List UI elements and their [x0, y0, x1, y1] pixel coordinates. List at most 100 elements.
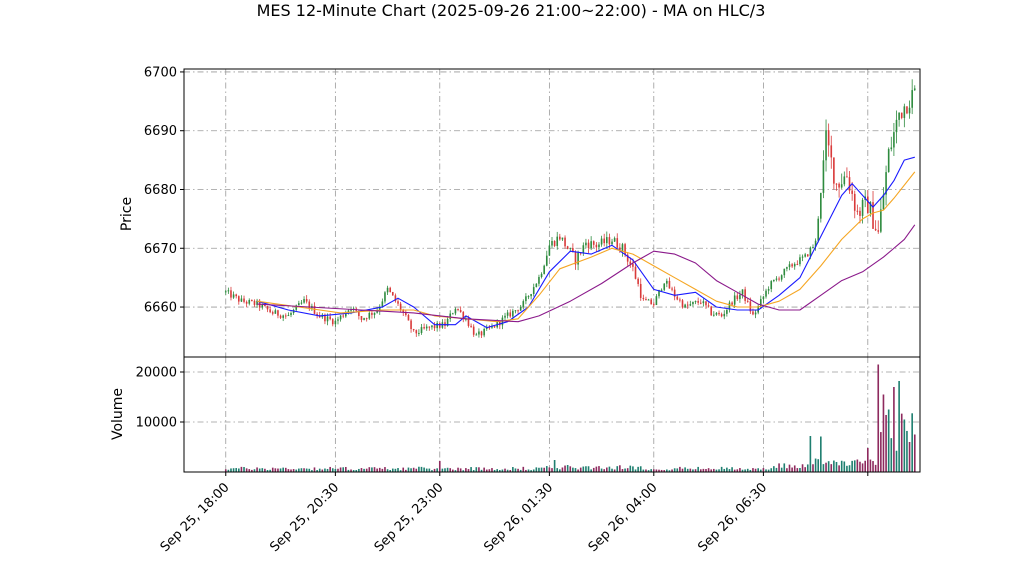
candle-body	[650, 299, 652, 305]
candle-body	[749, 301, 752, 312]
candle-body	[391, 292, 394, 296]
volume-bar	[775, 467, 778, 472]
volume-bar	[457, 467, 459, 472]
volume-bar	[739, 468, 741, 472]
volume-bar	[913, 434, 916, 472]
volume-bar	[519, 469, 522, 472]
volume-bar	[525, 469, 527, 472]
volume-bar	[773, 466, 775, 472]
volume-bar	[543, 467, 545, 472]
volume-bar	[679, 466, 681, 472]
volume-bar	[726, 467, 728, 472]
candle-body	[827, 130, 830, 146]
candle-body	[577, 252, 579, 265]
volume-bar	[321, 469, 324, 472]
candle-body	[754, 312, 757, 315]
volume-bar	[251, 469, 253, 472]
volume-bar	[702, 468, 705, 472]
volume-bar	[501, 469, 504, 472]
volume-bar	[264, 468, 266, 472]
volume-bar	[253, 469, 256, 472]
volume-bar	[425, 468, 428, 472]
volume-bar	[833, 460, 835, 472]
volume-bar	[352, 470, 355, 472]
candle-body	[694, 301, 697, 303]
volume-bar	[412, 467, 415, 472]
volume-bar	[572, 467, 574, 472]
volume-bar	[415, 468, 418, 472]
candle-body	[415, 330, 418, 334]
candle-body	[655, 296, 658, 306]
candle-body	[887, 149, 890, 173]
volume-bar	[806, 464, 809, 472]
volume-bar	[885, 414, 887, 472]
volume-bar	[480, 469, 483, 472]
price-moving-averages	[256, 156, 916, 329]
candle-body	[603, 238, 606, 244]
candle-body	[535, 283, 538, 288]
volume-bar	[705, 469, 707, 472]
volume-bar	[874, 464, 877, 472]
volume-bar	[746, 468, 749, 472]
candle-body	[736, 295, 739, 300]
volume-bar	[869, 459, 872, 472]
volume-bar	[835, 462, 838, 472]
candle-body	[522, 301, 525, 307]
candle-body	[908, 107, 911, 114]
volume-bar	[522, 466, 525, 472]
candle-body	[820, 192, 822, 219]
volume-bar	[311, 470, 313, 472]
candle-body	[454, 308, 457, 314]
volume-bar	[420, 466, 423, 472]
volume-bar	[446, 467, 449, 472]
volume-bar	[345, 466, 347, 472]
candle-body	[572, 248, 574, 252]
candle-body	[611, 241, 613, 245]
volume-bar	[692, 469, 694, 472]
volume-bar	[859, 461, 861, 472]
volume-bar	[629, 465, 632, 472]
volume-bar	[911, 413, 913, 472]
candle-body	[559, 236, 561, 240]
volume-bar	[564, 465, 566, 472]
candle-body	[605, 237, 608, 244]
candle-body	[282, 315, 284, 318]
volume-bar	[371, 467, 373, 472]
volume-bar	[713, 468, 715, 472]
candle-body	[715, 312, 718, 315]
candle-body	[911, 90, 913, 108]
candle-body	[290, 313, 292, 316]
volume-bar	[676, 468, 679, 472]
candle-body	[817, 218, 820, 241]
candle-body	[770, 281, 773, 290]
candle-body	[780, 275, 783, 280]
volume-bar	[237, 468, 240, 472]
volume-bar	[820, 436, 822, 472]
candle-body	[866, 196, 869, 214]
volume-bar	[663, 470, 666, 472]
x-tick-label: Sep 26, 04:00	[586, 480, 661, 555]
candle-body	[446, 318, 449, 326]
candle-body	[796, 263, 799, 265]
volume-bar	[600, 468, 603, 472]
candle-body	[300, 302, 303, 304]
volume-bar	[318, 468, 321, 472]
candle-body	[313, 305, 316, 314]
candle-body	[243, 298, 245, 302]
volume-bar	[556, 468, 559, 472]
candle-body	[872, 202, 874, 229]
volume-bar	[626, 468, 629, 472]
volume-ytick-label: 10000	[136, 416, 177, 431]
candle-body	[838, 183, 840, 188]
volume-bar	[308, 468, 311, 472]
volume-bar	[548, 467, 551, 472]
volume-bar	[812, 464, 814, 472]
candle-body	[835, 183, 838, 185]
volume-bar	[846, 465, 848, 472]
candle-body	[284, 315, 287, 317]
volume-bar	[595, 466, 598, 472]
candle-body	[274, 310, 277, 314]
volume-bar	[856, 459, 859, 472]
candle-body	[449, 313, 452, 319]
volume-bar	[642, 469, 645, 472]
